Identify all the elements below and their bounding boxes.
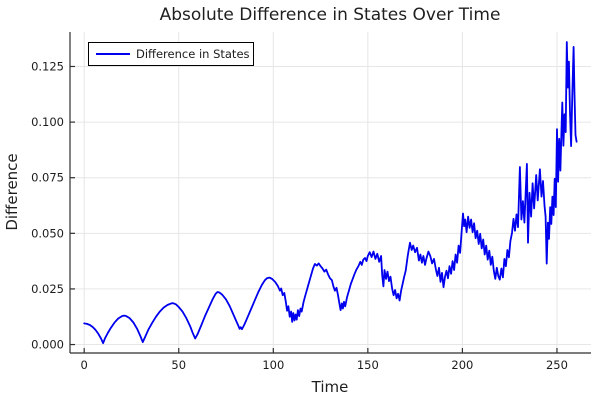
x-tick-label: 50 xyxy=(171,358,186,372)
legend-label: Difference in States xyxy=(136,47,250,61)
x-tick-labels: 0 50 100 150 200 250 xyxy=(81,358,568,372)
x-tick-label: 150 xyxy=(357,358,379,372)
y-tick-label: 0.125 xyxy=(31,59,64,73)
y-tick-label: 0.075 xyxy=(31,171,64,185)
x-tick-label: 200 xyxy=(451,358,473,372)
x-axis-label: Time xyxy=(311,378,349,396)
legend-box xyxy=(88,42,254,66)
series-line-difference-in-states xyxy=(83,41,578,345)
x-tick-label: 250 xyxy=(546,358,568,372)
y-tick-label: 0.000 xyxy=(31,338,64,352)
axes xyxy=(69,32,591,354)
y-tick-label: 0.050 xyxy=(31,226,64,240)
legend: Difference in States xyxy=(88,42,254,66)
x-tick-label: 100 xyxy=(262,358,284,372)
chart-title: Absolute Difference in States Over Time xyxy=(160,5,501,25)
x-tick-label: 0 xyxy=(81,358,88,372)
y-tick-label: 0.025 xyxy=(31,282,64,296)
gridlines xyxy=(70,32,591,353)
y-tick-labels: 0.000 0.025 0.050 0.075 0.100 0.125 xyxy=(31,59,64,351)
y-tick-label: 0.100 xyxy=(31,115,64,129)
y-axis-label: Difference xyxy=(3,153,21,230)
